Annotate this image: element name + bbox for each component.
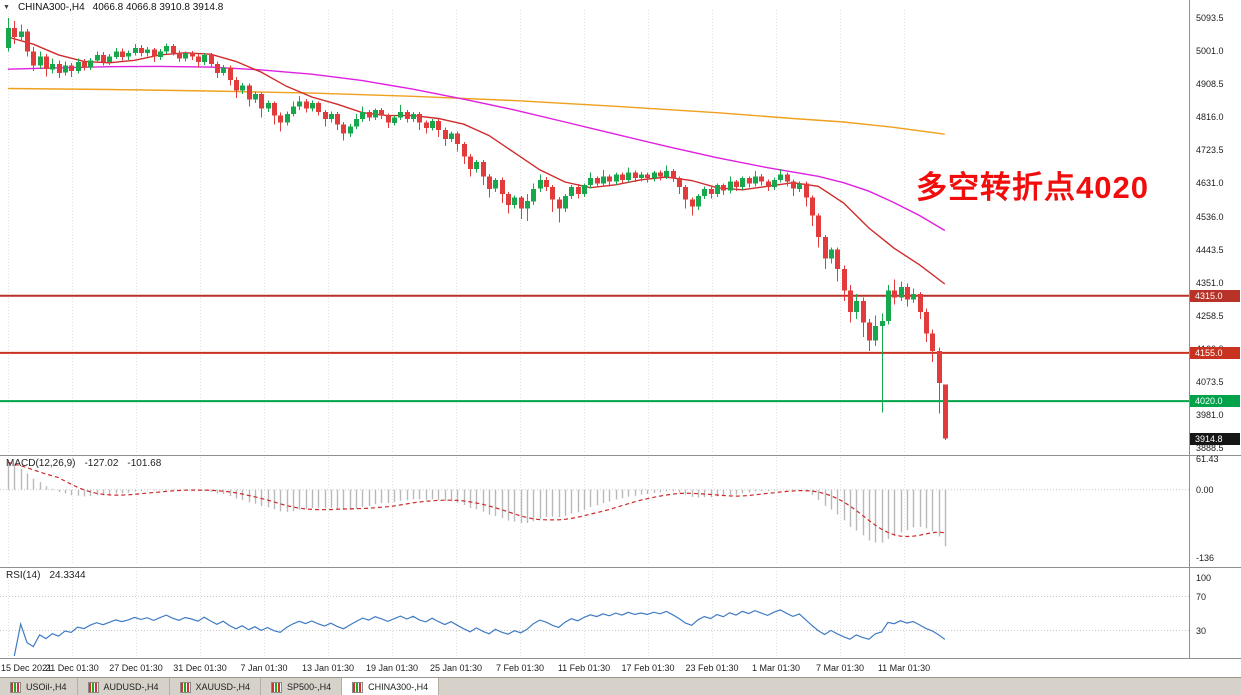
chart-tab-china300-h4[interactable]: CHINA300-,H4 [342, 678, 440, 695]
ma-slow-orange-line [7, 87, 945, 135]
rsi-line [13, 609, 946, 657]
macd-value-main: -127.02 [84, 458, 119, 469]
macd-signal-line [7, 461, 945, 538]
collapse-arrow-icon[interactable]: ▼ [3, 4, 10, 11]
rsi-indicator-label: RSI(14) 24.3344 [6, 570, 86, 581]
chart-info-bar: ▼ CHINA300-,H4 4066.8 4066.8 3910.8 3914… [3, 2, 223, 13]
macd-indicator-label: MACD(12,26,9) -127.02 -101.68 [6, 458, 161, 469]
chart-tab-icon [10, 681, 21, 693]
chart-tab-icon [352, 681, 364, 693]
chart-tab-label: XAUUSD-,H4 [195, 682, 251, 692]
chart-tab-usoil-h4[interactable]: USOil-,H4 [0, 678, 78, 695]
chart-tab-label: CHINA300-,H4 [368, 682, 429, 692]
grid [8, 10, 905, 656]
chart-annotation-text[interactable]: 多空转折点4020 [916, 170, 1149, 205]
chart-tab-label: USOil-,H4 [26, 682, 67, 692]
macd-name: MACD(12,26,9) [6, 458, 76, 469]
chart-tab-xauusd-h4[interactable]: XAUUSD-,H4 [170, 678, 262, 695]
chart-tab-bar[interactable]: USOil-,H4 AUDUSD-,H4 XAUUSD-,H4 SP500-,H4 CH… [0, 677, 1241, 695]
chart-tab-sp500-h4[interactable]: SP500-,H4 [261, 678, 343, 695]
candles [6, 18, 948, 440]
ma-fast-red-line [7, 36, 946, 285]
chart-tab-icon [179, 681, 191, 693]
chart-tab-label: AUDUSD-,H4 [103, 682, 159, 692]
symbol-period-label: CHINA300-,H4 [17, 2, 85, 13]
chart-tab-icon [87, 681, 99, 693]
ma-mid-magenta-line [7, 65, 946, 232]
macd-value-signal: -101.68 [127, 458, 162, 469]
macd-histogram [7, 462, 947, 547]
chart-tab-icon [271, 681, 283, 693]
chart-tab-label: SP500-,H4 [287, 682, 332, 692]
ohlc-values: 4066.8 4066.8 3910.8 3914.8 [92, 2, 224, 13]
chart-tab-audusd-h4[interactable]: AUDUSD-,H4 [78, 678, 170, 695]
rsi-value: 24.3344 [49, 570, 86, 581]
rsi-name: RSI(14) [6, 570, 41, 581]
